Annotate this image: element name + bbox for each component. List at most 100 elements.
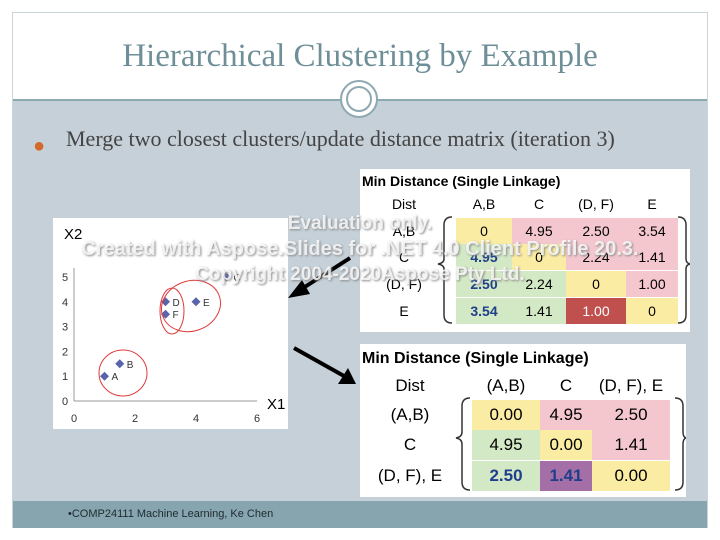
- table2-cell: 4.95: [549, 405, 582, 424]
- x-tick-label: 0: [71, 413, 77, 425]
- table1-cell: 2.24: [525, 276, 552, 292]
- table2-col-header: (A,B): [487, 376, 526, 395]
- bullet-text: Merge two closest clusters/update distan…: [66, 126, 615, 151]
- y-tick-label: 5: [62, 272, 68, 284]
- point-c-label: C: [234, 273, 241, 284]
- table1-cell: 0: [592, 276, 600, 292]
- x-tick-label: 4: [193, 413, 199, 425]
- table1-cell: 0: [535, 249, 543, 265]
- table1-title: Min Distance (Single Linkage): [362, 173, 560, 189]
- point-a-label: A: [112, 372, 119, 383]
- y-axis-label: X2: [64, 226, 82, 243]
- table2-cell: 1.41: [614, 435, 647, 454]
- table1-row-label: C: [399, 249, 409, 265]
- point-f-marker: [161, 309, 170, 319]
- table1-cell: 2.24: [582, 249, 609, 265]
- arrows-layer: [288, 256, 356, 384]
- table1-cell-bg: [626, 218, 678, 244]
- scatter-plot: X2 X1 0 2 4 6 0 1 2 3 4 5 AB C D E F: [53, 218, 288, 429]
- watermark-line-1: Evaluation only.: [287, 213, 433, 234]
- table1-cell: 1.00: [638, 276, 665, 292]
- table1-cell-bg: [456, 244, 512, 270]
- table1-corner: Dist: [392, 196, 416, 212]
- table1-cell: 4.95: [470, 249, 497, 265]
- table1-cell-bg: [456, 271, 512, 297]
- divider-ornament-inner: [346, 86, 372, 112]
- table1-left-brace: [437, 216, 453, 324]
- table1-cell: 3.54: [470, 303, 497, 319]
- footer-bar: [13, 501, 707, 528]
- table2-cell-bg: [592, 400, 670, 430]
- axis-ticks: 0 2 4 6 0 1 2 3 4 5: [62, 272, 260, 425]
- footer-text: •COMP24111 Machine Learning, Ke Chen: [68, 508, 274, 520]
- table1-cell-bg: [512, 218, 566, 244]
- point-e-label: E: [203, 298, 210, 309]
- x-tick-label: 2: [132, 413, 138, 425]
- table1-row-label: E: [399, 303, 408, 319]
- table2-cell: 0.00: [489, 405, 522, 424]
- table2-cell-bg: [540, 430, 592, 460]
- table1-cell-bg: [512, 298, 566, 324]
- table2-cell-bg: [592, 461, 670, 491]
- table1-cell-bg: [512, 271, 566, 297]
- table1-col-header: E: [647, 196, 656, 212]
- cluster-ab-circle: [98, 349, 148, 397]
- table2-row-label: (D, F), E: [378, 466, 442, 485]
- table1-cell: 0: [648, 303, 656, 319]
- point-c-marker: [222, 272, 231, 282]
- table1-cell: 2.50: [470, 276, 497, 292]
- table2-cell-bg: [472, 461, 540, 491]
- table2-right-brace: [674, 397, 686, 491]
- arrow-to-table2: [293, 346, 345, 378]
- table2-cell: 1.41: [549, 466, 582, 485]
- table1-cell: 0: [480, 223, 488, 239]
- y-tick-label: 4: [62, 297, 68, 309]
- table1-row-label: (D, F): [386, 276, 422, 292]
- table2-row-label: C: [404, 435, 416, 454]
- point-d-marker: [161, 297, 170, 307]
- table1-cell-bg: [626, 271, 678, 297]
- table2-cell: 2.50: [489, 466, 522, 485]
- cluster-df-circle: [159, 287, 185, 335]
- data-points: AB C D E F: [100, 272, 241, 383]
- y-tick-label: 1: [62, 371, 68, 383]
- table1-cell-bg: [566, 244, 626, 270]
- table1-cell-bg: [456, 298, 512, 324]
- table2-row-label: (A,B): [391, 405, 430, 424]
- table1-cell: 1.41: [525, 303, 552, 319]
- bullet-marker: ●: [33, 135, 46, 157]
- point-f-label: F: [173, 310, 179, 321]
- table2-cell-bg: [472, 430, 540, 460]
- table1-cell-bg: [566, 218, 626, 244]
- table1-col-header: A,B: [473, 196, 496, 212]
- table2-cell-bg: [540, 400, 592, 430]
- table2-title: Min Distance (Single Linkage): [362, 350, 589, 367]
- table1-row-label: A,B: [393, 223, 416, 239]
- point-b-label: B: [127, 360, 134, 371]
- x-axis-label: X1: [267, 396, 285, 413]
- table1-cell-bg: [566, 271, 626, 297]
- y-tick-label: 2: [62, 346, 68, 358]
- table1-cells: Dist A,B C (D, F) E A,B 0 4.95 2.50 3.54 C 4.95 0 2.2…: [386, 196, 678, 324]
- table2-cell: 2.50: [614, 405, 647, 424]
- cluster-dfe-circle: [161, 279, 221, 333]
- slide-title: Hierarchical Clustering by Example: [122, 38, 598, 74]
- table1-cell: 1.00: [582, 303, 609, 319]
- y-tick-label: 3: [62, 322, 68, 334]
- table1-col-header: (D, F): [578, 196, 614, 212]
- watermark-line-2: Created with Aspose.Slides for .NET 4.0 …: [81, 238, 639, 260]
- point-d-label: D: [173, 298, 180, 309]
- table1-cell-bg: [626, 244, 678, 270]
- table1-cell: 1.41: [638, 249, 665, 265]
- distance-table-2: Min Distance (Single Linkage) Dist (A,B) C…: [360, 344, 686, 497]
- table2-cell: 0.00: [549, 435, 582, 454]
- table2-cell: 4.95: [489, 435, 522, 454]
- table2-col-header: C: [560, 376, 572, 395]
- table1-cell-bg: [626, 298, 678, 324]
- table2-cell-bg: [540, 461, 592, 491]
- table2-cells: Dist (A,B) C (D, F), E (A,B) 0.00 4.95 2.50 C 4.9…: [378, 376, 670, 491]
- table1-col-header: C: [534, 196, 544, 212]
- table1-cell: 2.50: [582, 223, 609, 239]
- y-tick-label: 0: [62, 396, 68, 408]
